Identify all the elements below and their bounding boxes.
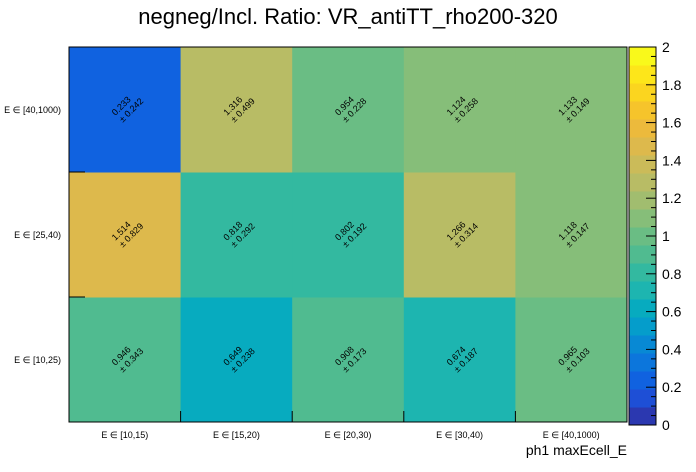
color-scale-swatch	[629, 227, 656, 246]
heatmap-cell	[69, 172, 182, 298]
color-scale-swatch	[629, 101, 656, 120]
color-scale-label: 1.4	[662, 152, 682, 168]
color-scale-swatch	[629, 389, 656, 408]
x-tick-label: E ∈ [20,30)	[325, 430, 372, 440]
color-scale-swatch	[629, 245, 656, 264]
color-scale-swatch	[629, 299, 656, 318]
heatmap-cell	[403, 172, 516, 298]
color-scale-swatch	[629, 317, 656, 336]
x-tick-label: E ∈ [30,40)	[436, 430, 483, 440]
heatmap-cell	[515, 47, 628, 173]
chart-title: negneg/Incl. Ratio: VR_antiTT_rho200-320	[138, 4, 557, 29]
heatmap-cell	[292, 297, 405, 423]
color-scale-swatch	[629, 407, 656, 426]
color-scale-labels: 0 0.2 0.4 0.6 0.8 1 1.2 1.4 1.6 1.8 2	[646, 39, 682, 433]
heatmap-cell	[515, 297, 628, 423]
x-tick-label: E ∈ [40,1000)	[543, 430, 600, 440]
heatmap-cell	[292, 47, 405, 173]
color-scale-label: 0.6	[662, 304, 682, 320]
color-scale-swatch	[629, 191, 656, 210]
color-scale-swatch	[629, 209, 656, 228]
color-scale-label: 0	[662, 417, 670, 433]
heatmap-cell	[515, 172, 628, 298]
heatmap-cell	[69, 47, 182, 173]
heatmap-cell	[180, 47, 293, 173]
heatmap-cells	[69, 47, 628, 423]
heatmap-cell	[180, 172, 293, 298]
color-scale-label: 1.8	[662, 77, 682, 93]
color-scale-swatch	[629, 155, 656, 174]
x-tick-labels: E ∈ [10,15) E ∈ [15,20) E ∈ [20,30) E ∈ [30…	[101, 430, 599, 440]
x-tick-label: E ∈ [15,20)	[213, 430, 260, 440]
heatmap-cell	[403, 297, 516, 423]
color-scale-label: 0.8	[662, 266, 682, 282]
color-scale-swatch	[629, 263, 656, 282]
color-scale-swatch	[629, 119, 656, 138]
y-tick-label: E ∈ [10,25)	[14, 355, 61, 365]
color-scale-swatch	[629, 335, 656, 354]
color-scale-swatch	[629, 47, 656, 66]
color-scale-swatch	[629, 83, 656, 102]
heatmap-cell	[403, 47, 516, 173]
axis-ticks	[68, 46, 628, 423]
color-scale-swatch	[629, 137, 656, 156]
color-scale-label: 0.2	[662, 379, 682, 395]
color-scale-label: 1	[662, 228, 670, 244]
color-scale-swatch	[629, 173, 656, 192]
color-scale-bar	[628, 46, 657, 426]
heatmap-cell	[180, 297, 293, 423]
color-scale-swatch	[629, 281, 656, 300]
heatmap-cell	[69, 297, 182, 423]
color-scale-swatch	[629, 371, 656, 390]
color-scale-label: 2	[662, 39, 670, 55]
plot-frame	[68, 46, 628, 423]
color-scale-swatch	[629, 353, 656, 372]
color-scale-label: 1.6	[662, 115, 682, 131]
y-tick-labels: E ∈ [10,25) E ∈ [25,40) E ∈ [40,1000)	[4, 105, 61, 365]
heatmap-cell	[292, 172, 405, 298]
y-tick-label: E ∈ [25,40)	[14, 230, 61, 240]
x-axis-label: ph1 maxEcell_E	[526, 442, 627, 458]
y-tick-label: E ∈ [40,1000)	[4, 105, 61, 115]
color-scale-label: 0.4	[662, 341, 682, 357]
color-scale-swatch	[629, 65, 656, 84]
x-tick-label: E ∈ [10,15)	[101, 430, 148, 440]
color-scale-label: 1.2	[662, 190, 682, 206]
